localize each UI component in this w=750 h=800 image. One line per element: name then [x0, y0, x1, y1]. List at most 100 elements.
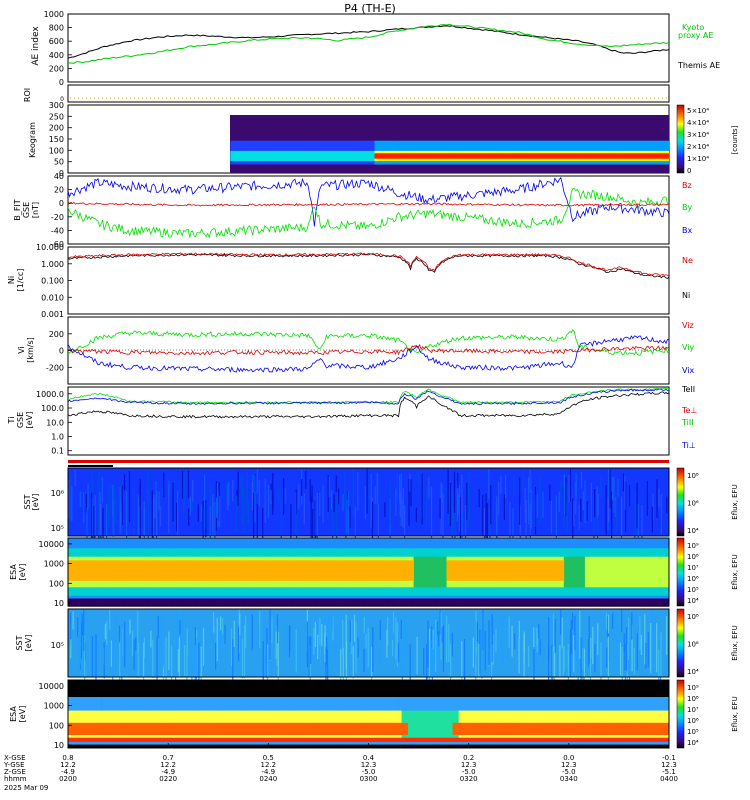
- spectrogram-streak: [349, 620, 351, 643]
- spectrogram-cell: [458, 153, 463, 159]
- spectrogram-cell: [152, 722, 156, 735]
- spectrogram-cell: [512, 737, 517, 742]
- spectrogram-cell: [398, 153, 402, 159]
- spectrogram-streak: [188, 508, 190, 526]
- spectrogram-cell: [398, 722, 402, 735]
- keogram-tick-label: 100: [49, 146, 64, 155]
- spectrogram-streak: [113, 495, 115, 537]
- spectrogram-cell: [206, 560, 210, 581]
- spectrogram-cell: [305, 598, 309, 607]
- spectrogram-cell: [521, 153, 526, 159]
- sst-ion-frame: [67, 608, 670, 678]
- spectrogram-cell: [257, 598, 261, 607]
- spectrogram-cell: [98, 737, 102, 742]
- spectrogram-cell: [122, 737, 126, 742]
- spectrogram-cell: [293, 150, 297, 162]
- spectrogram-streak: [592, 626, 594, 665]
- spectrogram-cell: [374, 153, 378, 159]
- spectrogram-streak: [613, 476, 615, 513]
- spectrogram-streak: [453, 471, 456, 513]
- spectrogram-streak: [601, 642, 603, 668]
- spectrogram-streak: [72, 611, 74, 630]
- spectrogram-cell: [572, 722, 577, 735]
- spectrogram-streak: [573, 500, 575, 527]
- spectrogram-streak: [559, 481, 561, 499]
- sst-electron-tick-upper: 10⁶: [51, 489, 64, 498]
- spectrogram-cell: [215, 722, 219, 735]
- spectrogram-cell: [182, 598, 186, 607]
- spectrogram-cell: [347, 150, 351, 162]
- spectrogram-cell: [344, 737, 348, 742]
- spectrogram-cell: [281, 737, 285, 742]
- spectrogram-streak: [437, 621, 439, 636]
- spectrogram-cell: [245, 150, 249, 162]
- spectrogram-streak: [310, 496, 312, 540]
- spectrogram-streak: [115, 496, 117, 524]
- spectrogram-cell: [642, 153, 646, 159]
- spectrogram-streak: [93, 632, 95, 676]
- spectrogram-cell: [491, 598, 496, 607]
- spectrogram-cell: [251, 598, 255, 607]
- spectrogram-cell: [173, 737, 177, 742]
- spectrogram-streak: [567, 644, 569, 668]
- spectrogram-cell: [137, 560, 141, 581]
- spectrogram-cell: [437, 153, 441, 159]
- spectrogram-streak: [367, 627, 369, 668]
- spectrogram-cell: [107, 560, 111, 581]
- spectrogram-cell: [548, 153, 553, 159]
- spectrogram-cell: [188, 737, 192, 742]
- spectrogram-streak: [389, 480, 391, 525]
- spectrogram-cell: [287, 722, 291, 735]
- spectrogram-cell: [374, 722, 378, 735]
- spectrogram-cell: [329, 722, 333, 735]
- spectrogram-cell: [317, 598, 321, 607]
- xaxis-label-hhmm: hhmm: [4, 775, 27, 783]
- spectrogram-streak: [227, 483, 229, 510]
- spectrogram-streak: [579, 611, 581, 659]
- spectrogram-cell: [311, 722, 315, 735]
- spectrogram-streak: [554, 646, 556, 687]
- spectrogram-cell: [434, 556, 438, 588]
- spectrogram-cell: [257, 560, 261, 581]
- spectrogram-cell: [365, 737, 369, 742]
- spectrogram-streak: [241, 473, 244, 525]
- spectrogram-cell: [572, 153, 577, 159]
- spectrogram-streak: [636, 482, 638, 528]
- spectrogram-cell: [320, 150, 324, 162]
- spectrogram-cell: [170, 737, 174, 742]
- spectrogram-streak: [192, 480, 194, 502]
- spectrogram-cell: [491, 722, 496, 735]
- spectrogram-cell: [113, 560, 117, 581]
- density-tick-label: 10.000: [36, 243, 64, 252]
- spectrogram-cell: [227, 737, 231, 742]
- spectrogram-streak: [338, 488, 340, 505]
- spectrogram-streak: [580, 471, 583, 489]
- spectrogram-cell: [539, 722, 544, 735]
- spectrogram-cell: [314, 598, 318, 607]
- spectrogram-cell: [251, 150, 255, 162]
- spectrogram-cell: [374, 737, 378, 742]
- spectrogram-cell: [104, 722, 108, 735]
- spectrogram-streak: [118, 625, 121, 643]
- spectrogram-cell: [293, 737, 297, 742]
- spectrogram-cell: [173, 598, 177, 607]
- spectrogram-streak: [446, 616, 448, 663]
- density-tick-label: 0.010: [41, 293, 64, 302]
- spectrogram-streak: [363, 616, 365, 634]
- spectrogram-streak: [631, 624, 633, 672]
- spectrogram-streak: [483, 508, 485, 563]
- spectrogram-cell: [185, 598, 189, 607]
- spectrogram-cell: [176, 737, 180, 742]
- spectrogram-cell: [116, 722, 120, 735]
- spectrogram-cell: [617, 722, 622, 735]
- spectrogram-cell: [263, 737, 267, 742]
- spectrogram-cell: [113, 598, 117, 607]
- spectrogram-cell: [401, 153, 405, 159]
- spectrogram-cell: [263, 560, 267, 581]
- spectrogram-streak: [612, 477, 614, 501]
- spectrogram-cell: [464, 153, 469, 159]
- spectrogram-cell: [524, 153, 529, 159]
- spectrogram-cell: [77, 560, 81, 581]
- spectrogram-cell: [569, 598, 574, 607]
